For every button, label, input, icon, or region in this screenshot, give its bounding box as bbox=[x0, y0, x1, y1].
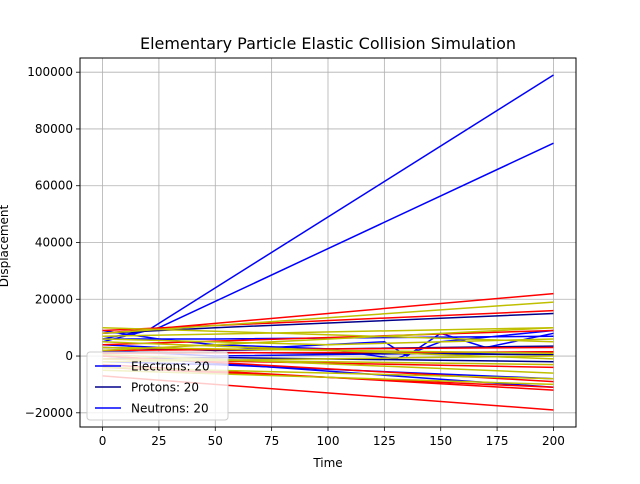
series-line bbox=[102, 338, 554, 346]
legend-label: Neutrons: 20 bbox=[131, 402, 209, 416]
x-tick-label: 125 bbox=[373, 434, 396, 448]
legend-box bbox=[86, 351, 229, 421]
y-axis-ticks: −20000 0 20000 40000 60000 80000 100000 bbox=[25, 65, 80, 420]
y-tick-label: 0 bbox=[65, 349, 73, 363]
series-line bbox=[102, 326, 554, 337]
series-line bbox=[102, 301, 554, 335]
series-line bbox=[102, 346, 554, 354]
y-tick-label: 40000 bbox=[35, 236, 73, 250]
series-line bbox=[102, 329, 554, 346]
x-tick-label: 0 bbox=[99, 434, 107, 448]
y-tick-label: 60000 bbox=[35, 179, 73, 193]
y-tick-label: 20000 bbox=[35, 292, 73, 306]
x-tick-label: 75 bbox=[264, 434, 279, 448]
chart-title: Elementary Particle Elastic Collision Si… bbox=[140, 34, 516, 53]
x-tick-label: 25 bbox=[151, 434, 166, 448]
legend-label: Electrons: 20 bbox=[131, 360, 210, 374]
legend: Electrons: 20 Protons: 20 Neutrons: 20 bbox=[86, 351, 229, 421]
x-tick-label: 150 bbox=[429, 434, 452, 448]
series-line bbox=[102, 326, 554, 343]
x-axis-label: Time bbox=[312, 456, 342, 470]
series-line bbox=[102, 326, 554, 352]
y-tick-label: 80000 bbox=[35, 122, 73, 136]
x-tick-label: 50 bbox=[208, 434, 223, 448]
y-tick-label: 100000 bbox=[27, 65, 73, 79]
y-tick-label: −20000 bbox=[25, 406, 73, 420]
x-axis-ticks: 0 25 50 75 100 125 150 175 200 bbox=[99, 427, 565, 448]
series-line bbox=[102, 335, 554, 340]
y-axis-label: Displacement bbox=[0, 204, 11, 287]
x-tick-label: 200 bbox=[542, 434, 565, 448]
legend-label: Protons: 20 bbox=[131, 381, 199, 395]
x-tick-label: 175 bbox=[486, 434, 509, 448]
series-line bbox=[102, 346, 554, 352]
series-line bbox=[102, 309, 554, 332]
x-tick-label: 100 bbox=[317, 434, 340, 448]
